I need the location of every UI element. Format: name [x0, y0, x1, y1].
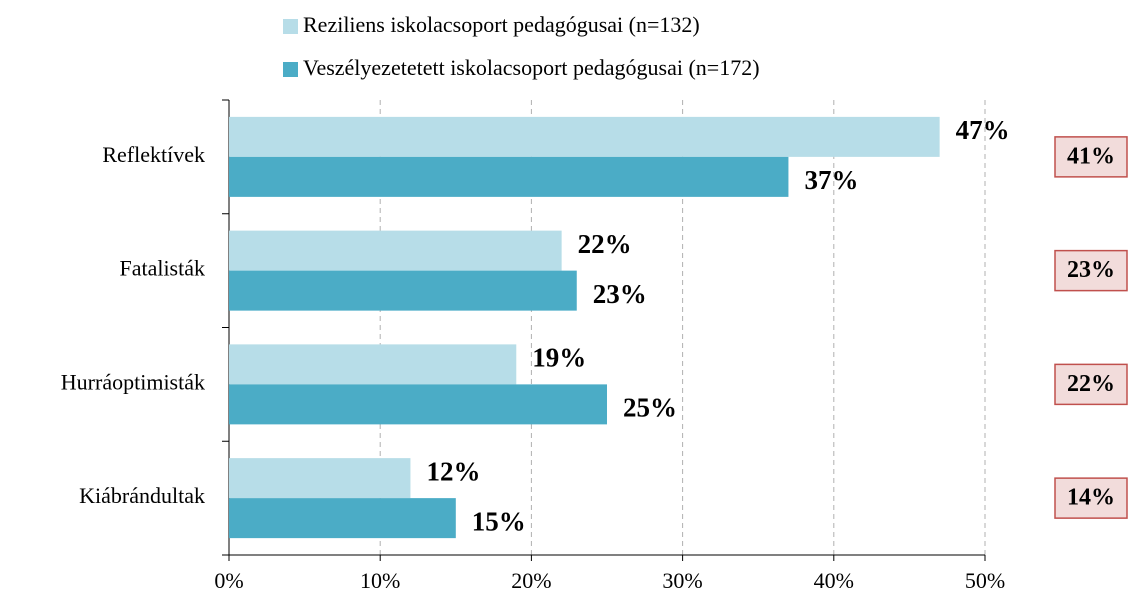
bar: [229, 498, 456, 539]
total-label: 14%: [1067, 485, 1115, 511]
value-label: 37%: [804, 165, 858, 195]
x-tick-label: 50%: [965, 568, 1005, 593]
x-tick-label: 30%: [662, 568, 702, 593]
value-label: 25%: [623, 393, 677, 423]
x-tick-label: 10%: [360, 568, 400, 593]
total-label: 22%: [1067, 371, 1115, 397]
bar: [229, 270, 577, 311]
x-tick-label: 40%: [814, 568, 854, 593]
bar: [229, 230, 562, 271]
total-box: [1054, 249, 1128, 292]
bar: [229, 344, 517, 385]
legend-label: Veszélyezetetett iskolacsoport pedagógus…: [303, 55, 760, 80]
bar: [229, 156, 789, 197]
bar: [229, 458, 411, 499]
value-label: 23%: [593, 279, 647, 309]
x-tick-label: 20%: [511, 568, 551, 593]
y-tick-label: Reflektívek: [102, 142, 205, 167]
value-label: 47%: [956, 115, 1010, 145]
legend-swatch: [283, 62, 298, 77]
x-tick-label: 0%: [214, 568, 243, 593]
value-label: 15%: [472, 506, 526, 536]
total-label: 23%: [1067, 257, 1115, 283]
bar: [229, 384, 607, 425]
value-label: 22%: [578, 229, 632, 259]
y-tick-label: Fatalisták: [119, 256, 205, 281]
total-label: 41%: [1067, 143, 1115, 169]
bar: [229, 116, 940, 157]
legend-swatch: [283, 19, 298, 34]
total-box: [1054, 363, 1128, 406]
y-tick-label: Kiábrándultak: [79, 483, 205, 508]
total-box: [1054, 136, 1128, 178]
value-label: 12%: [426, 456, 480, 486]
value-label: 19%: [532, 343, 586, 373]
total-box: [1054, 477, 1128, 519]
y-tick-label: Hurráoptimisták: [61, 369, 205, 394]
legend-label: Reziliens iskolacsoport pedagógusai (n=1…: [303, 12, 700, 37]
